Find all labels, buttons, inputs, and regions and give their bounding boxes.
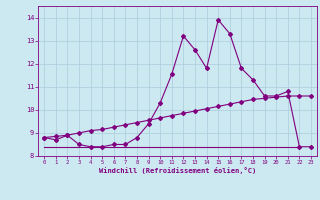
X-axis label: Windchill (Refroidissement éolien,°C): Windchill (Refroidissement éolien,°C) — [99, 167, 256, 174]
